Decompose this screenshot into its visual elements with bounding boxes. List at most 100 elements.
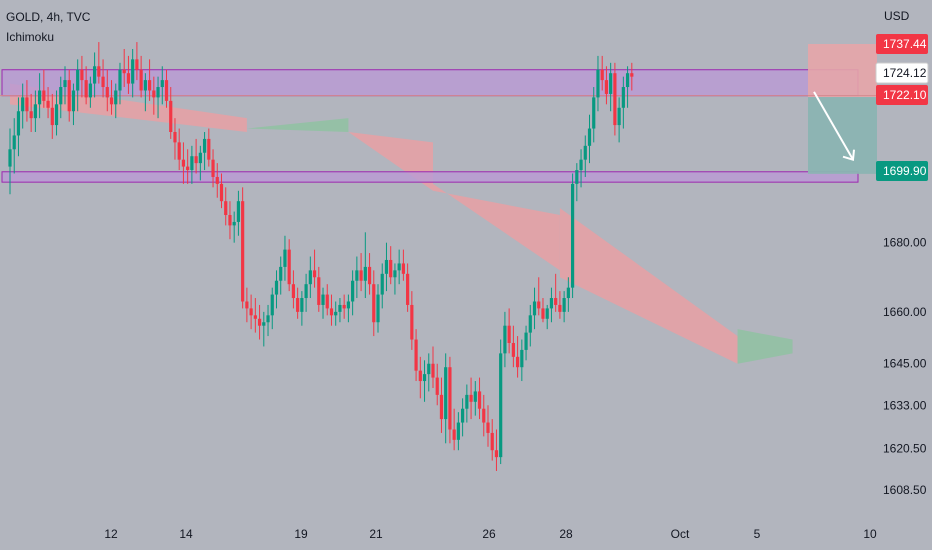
candle-body xyxy=(160,80,164,88)
candle-body xyxy=(80,69,84,81)
candle-body xyxy=(410,304,414,340)
candle-body xyxy=(173,131,177,143)
price-zone-1[interactable] xyxy=(1,171,859,183)
candle-body xyxy=(118,69,122,91)
candle-body xyxy=(579,159,583,171)
candle-body xyxy=(558,304,562,312)
indicator-name[interactable]: Ichimoku xyxy=(6,30,55,44)
candle-body xyxy=(325,294,329,309)
candle-body xyxy=(304,284,308,299)
candle-body xyxy=(291,284,296,299)
candle-body xyxy=(545,308,549,319)
candle-body xyxy=(135,59,139,70)
candle-body xyxy=(583,145,587,160)
candle-body xyxy=(329,308,334,316)
candle-body xyxy=(351,280,355,302)
price-tick-label: 1660.00 xyxy=(883,305,927,319)
candle-body xyxy=(363,266,367,281)
candle-body xyxy=(76,69,80,91)
price-zone-0[interactable] xyxy=(1,69,859,97)
short-position-tool[interactable] xyxy=(0,44,877,174)
stop-loss-box[interactable] xyxy=(808,44,877,98)
candle-body xyxy=(169,100,173,132)
candle-body xyxy=(50,107,54,126)
candle-body xyxy=(397,263,401,271)
candle-body xyxy=(283,249,287,267)
candle-body xyxy=(342,304,346,309)
candle-body xyxy=(194,156,198,164)
candle-body xyxy=(262,322,266,326)
candle-body xyxy=(181,159,186,167)
price-tick-label: 1645.00 xyxy=(883,357,927,371)
candle-body xyxy=(12,135,16,150)
candle-body xyxy=(406,273,410,305)
candle-body xyxy=(266,315,270,323)
candle-body xyxy=(532,301,537,316)
time-tick-label: 21 xyxy=(369,527,383,541)
candle-body xyxy=(317,277,321,305)
candle-body xyxy=(228,215,232,226)
price-label-badge xyxy=(876,85,928,105)
candle-body xyxy=(67,80,71,112)
candle-body xyxy=(202,138,207,153)
time-tick-label: 12 xyxy=(104,527,118,541)
time-tick-label: Oct xyxy=(671,527,690,541)
candle-body xyxy=(139,69,143,91)
candle-body xyxy=(439,394,444,420)
candle-body xyxy=(367,266,372,285)
candle-body xyxy=(186,166,190,171)
candle-body xyxy=(143,80,147,91)
price-label-text: 1737.44 xyxy=(883,37,927,51)
candle-body xyxy=(503,325,507,354)
candle-body xyxy=(444,367,448,420)
candle-body xyxy=(147,80,152,91)
candle-body xyxy=(33,104,37,119)
price-label-badge xyxy=(876,161,928,181)
candle-body xyxy=(105,87,109,98)
candle-body xyxy=(274,280,279,295)
candle-body xyxy=(609,73,613,94)
candle-body xyxy=(198,152,202,164)
candle-body xyxy=(549,298,554,309)
cloud-segment-1 xyxy=(246,118,349,132)
candle-body xyxy=(109,97,114,105)
candle-body xyxy=(131,59,135,84)
candle-body xyxy=(338,304,342,312)
candle-body xyxy=(494,450,499,458)
candle-body xyxy=(308,270,312,285)
candle-body xyxy=(613,73,617,126)
candle-body xyxy=(42,90,46,101)
candle-body xyxy=(29,111,33,119)
candle-body xyxy=(211,159,215,177)
candle-body xyxy=(528,315,532,333)
candle-body xyxy=(554,298,558,305)
candle-body xyxy=(524,332,528,350)
time-tick-label: 19 xyxy=(294,527,308,541)
candle-body xyxy=(126,73,131,84)
candle-body xyxy=(414,339,418,371)
candle-body xyxy=(516,356,520,368)
candle-body xyxy=(236,201,241,222)
price-label-badge xyxy=(876,34,928,54)
take-profit-box[interactable] xyxy=(808,97,877,174)
price-label-badge xyxy=(875,62,929,84)
candle-body xyxy=(279,266,283,281)
candle-body xyxy=(101,76,105,88)
candle-body xyxy=(384,259,389,274)
candle-body xyxy=(592,97,596,129)
candle-body xyxy=(393,270,397,278)
candle-body xyxy=(93,66,97,84)
cloud-segment-4 xyxy=(559,208,738,364)
candle-body xyxy=(300,298,304,312)
candle-body xyxy=(401,263,405,274)
candle-body xyxy=(473,391,477,402)
candle-body xyxy=(321,294,325,305)
symbol-title[interactable]: GOLD, 4h, TVC xyxy=(6,10,91,24)
candle-body xyxy=(84,80,88,98)
candle-body xyxy=(482,408,486,423)
candle-body xyxy=(630,73,634,77)
candle-body xyxy=(122,69,126,74)
candle-body xyxy=(604,80,609,94)
candle-body xyxy=(312,270,317,278)
